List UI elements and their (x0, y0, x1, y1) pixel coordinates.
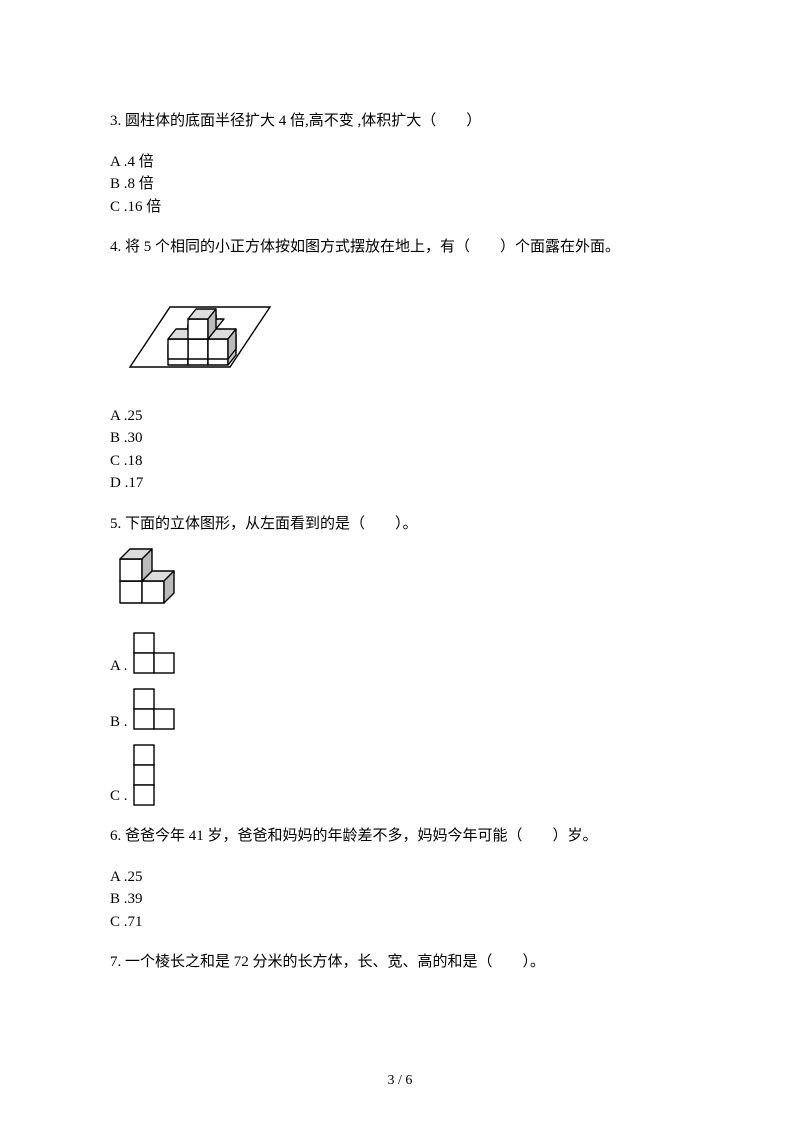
q5-options: A . B . C . (110, 631, 690, 807)
q4-opt-a: A .25 (110, 405, 690, 428)
q6-num: 6. (110, 828, 121, 844)
q4-options: A .25 B .30 C .18 D .17 (110, 405, 690, 495)
q3-num: 3. (110, 113, 121, 129)
q5-num: 5. (110, 516, 121, 532)
q3-body: 圆柱体的底面半径扩大 4 倍,高不变 ,体积扩大（ ） (125, 113, 481, 129)
q6-opt-c: C .71 (110, 911, 690, 934)
q3-opt-c: C .16 倍 (110, 196, 690, 219)
q4-opt-d: D .17 (110, 472, 690, 495)
q5-opt-c: C . (110, 743, 690, 807)
page-footer: 3 / 6 (0, 1070, 800, 1091)
q4-num: 4. (110, 239, 121, 255)
q7-num: 7. (110, 954, 121, 970)
q6-body: 爸爸今年 41 岁，爸爸和妈妈的年龄差不多，妈妈今年可能（ ）岁。 (125, 828, 598, 844)
q4-opt-c: C .18 (110, 450, 690, 473)
q3-opt-a: A .4 倍 (110, 151, 690, 174)
q5-body: 下面的立体图形，从左面看到的是（ ）。 (125, 516, 418, 532)
q5-opt-a-label: A . (110, 655, 128, 678)
q6-text: 6. 爸爸今年 41 岁，爸爸和妈妈的年龄差不多，妈妈今年可能（ ）岁。 (110, 825, 690, 848)
cubes-on-floor-icon (110, 267, 290, 387)
q5-opt-b: B . (110, 687, 690, 733)
q3-opt-b: B .8 倍 (110, 173, 690, 196)
grid-L-icon (132, 631, 182, 677)
q5-opt-c-label: C . (110, 785, 128, 808)
question-4: 4. 将 5 个相同的小正方体按如图方式摆放在地上，有（ ）个面露在外面。 (110, 236, 690, 387)
q6-options: A .25 B .39 C .71 (110, 866, 690, 934)
q4-body: 将 5 个相同的小正方体按如图方式摆放在地上，有（ ）个面露在外面。 (125, 239, 620, 255)
solid-3d-icon (110, 543, 200, 613)
question-5: 5. 下面的立体图形，从左面看到的是（ ）。 (110, 513, 690, 614)
q3-options: A .4 倍 B .8 倍 C .16 倍 (110, 151, 690, 219)
q6-opt-b: B .39 (110, 888, 690, 911)
question-6: 6. 爸爸今年 41 岁，爸爸和妈妈的年龄差不多，妈妈今年可能（ ）岁。 (110, 825, 690, 848)
q7-body: 一个棱长之和是 72 分米的长方体，长、宽、高的和是（ ）。 (125, 954, 545, 970)
question-3: 3. 圆柱体的底面半径扩大 4 倍,高不变 ,体积扩大（ ） (110, 110, 690, 133)
q7-text: 7. 一个棱长之和是 72 分米的长方体，长、宽、高的和是（ ）。 (110, 951, 690, 974)
q4-text: 4. 将 5 个相同的小正方体按如图方式摆放在地上，有（ ）个面露在外面。 (110, 236, 690, 259)
q5-figure (110, 543, 690, 613)
question-7: 7. 一个棱长之和是 72 分米的长方体，长、宽、高的和是（ ）。 (110, 951, 690, 974)
q3-text: 3. 圆柱体的底面半径扩大 4 倍,高不变 ,体积扩大（ ） (110, 110, 690, 133)
q4-figure (110, 267, 690, 387)
q5-text: 5. 下面的立体图形，从左面看到的是（ ）。 (110, 513, 690, 536)
q5-opt-a: A . (110, 631, 690, 677)
q5-opt-b-label: B . (110, 711, 128, 734)
grid-column-icon (132, 743, 158, 807)
q6-opt-a: A .25 (110, 866, 690, 889)
grid-revL-icon (132, 687, 182, 733)
q4-opt-b: B .30 (110, 427, 690, 450)
